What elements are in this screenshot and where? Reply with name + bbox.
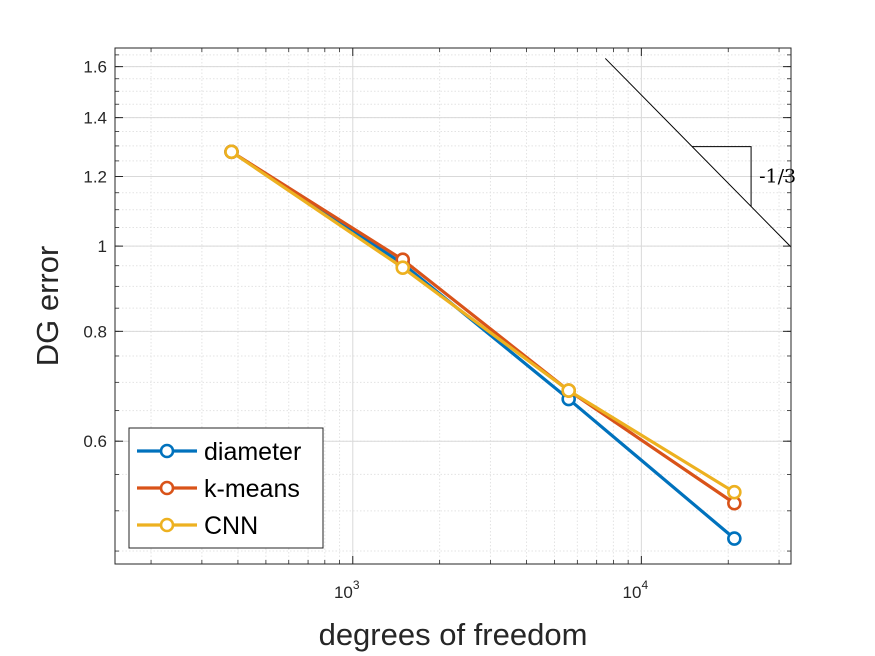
plot-series — [224, 144, 742, 546]
axis-ticks — [115, 48, 791, 564]
y-tick-label: 1.6 — [83, 58, 107, 77]
series-line-CNN — [230, 150, 736, 494]
series-point-diameter — [727, 531, 742, 546]
x-tick-label: 103 — [334, 578, 360, 602]
y-tick-label: 0.6 — [83, 432, 107, 451]
slope-reference-line — [604, 58, 791, 248]
slope-triangle-legs — [692, 146, 752, 207]
x-tick-label: 104 — [623, 578, 649, 602]
y-tick-label: 0.8 — [83, 322, 107, 341]
legend-label-CNN: CNN — [204, 512, 258, 540]
y-tick-label: 1 — [98, 237, 107, 256]
plot-frame — [114, 47, 792, 565]
series-point-CNN — [561, 383, 576, 398]
slope-label: -1/3 — [759, 166, 796, 188]
legend: diameter k-means CNN — [128, 427, 324, 549]
y-axis-label: DG error — [30, 246, 65, 367]
y-tick-label: 1.2 — [83, 167, 107, 186]
legend-label-k-means: k-means — [204, 475, 300, 503]
series-point-CNN — [395, 260, 411, 276]
series-line-diameter — [230, 150, 736, 540]
series-point-CNN — [727, 484, 742, 500]
x-axis-label: degrees of freedom — [319, 617, 588, 652]
slope-triangle: -1/3 — [604, 58, 796, 248]
y-tick-label: 1.4 — [83, 109, 107, 128]
tick-labels: 103 104 0.6 0.8 1 1.2 1.4 1.6 — [83, 58, 648, 602]
legend-marker-k-means — [159, 480, 175, 496]
legend-marker-diameter — [159, 443, 175, 459]
legend-label-diameter: diameter — [204, 438, 301, 466]
legend-marker-CNN — [159, 517, 175, 533]
series-line-k-means — [230, 150, 736, 505]
major-grid — [115, 48, 791, 564]
series-point-CNN — [224, 144, 239, 160]
